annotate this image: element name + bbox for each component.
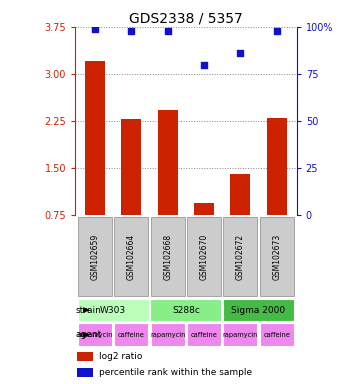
FancyBboxPatch shape bbox=[115, 217, 148, 296]
Text: GSM102673: GSM102673 bbox=[272, 233, 281, 280]
Text: GSM102659: GSM102659 bbox=[90, 233, 100, 280]
FancyBboxPatch shape bbox=[115, 323, 148, 346]
Point bbox=[165, 28, 170, 34]
FancyBboxPatch shape bbox=[187, 323, 221, 346]
Text: rapamycin: rapamycin bbox=[150, 332, 186, 338]
FancyBboxPatch shape bbox=[78, 323, 112, 346]
FancyBboxPatch shape bbox=[223, 217, 257, 296]
FancyBboxPatch shape bbox=[223, 323, 257, 346]
FancyBboxPatch shape bbox=[151, 217, 184, 296]
Bar bbox=[231, 174, 250, 215]
Text: rapamycin: rapamycin bbox=[223, 332, 258, 338]
Text: percentile rank within the sample: percentile rank within the sample bbox=[100, 368, 253, 377]
Text: rapamycin: rapamycin bbox=[77, 332, 113, 338]
Text: log2 ratio: log2 ratio bbox=[100, 352, 143, 361]
Text: GSM102668: GSM102668 bbox=[163, 233, 172, 280]
Text: strain: strain bbox=[75, 306, 101, 314]
FancyBboxPatch shape bbox=[151, 323, 184, 346]
Text: GSM102672: GSM102672 bbox=[236, 233, 245, 280]
Text: GSM102670: GSM102670 bbox=[199, 233, 208, 280]
FancyBboxPatch shape bbox=[187, 217, 221, 296]
Bar bbox=[158, 111, 178, 215]
FancyBboxPatch shape bbox=[78, 217, 112, 296]
Title: GDS2338 / 5357: GDS2338 / 5357 bbox=[129, 12, 243, 26]
Text: caffeine: caffeine bbox=[191, 332, 218, 338]
FancyBboxPatch shape bbox=[223, 299, 294, 321]
Bar bbox=[85, 61, 105, 215]
Text: caffeine: caffeine bbox=[263, 332, 290, 338]
Text: caffeine: caffeine bbox=[118, 332, 145, 338]
Point bbox=[92, 26, 98, 32]
Text: S288c: S288c bbox=[172, 306, 200, 314]
Point bbox=[238, 50, 243, 56]
Bar bbox=[121, 119, 141, 215]
Text: W303: W303 bbox=[100, 306, 126, 314]
FancyBboxPatch shape bbox=[260, 217, 294, 296]
Point bbox=[201, 61, 207, 68]
Bar bbox=[77, 352, 93, 361]
Bar bbox=[194, 203, 214, 215]
FancyBboxPatch shape bbox=[150, 299, 221, 321]
Text: GSM102664: GSM102664 bbox=[127, 233, 136, 280]
Text: Sigma 2000: Sigma 2000 bbox=[232, 306, 285, 314]
FancyBboxPatch shape bbox=[77, 299, 149, 321]
Bar bbox=[77, 367, 93, 377]
Bar bbox=[267, 118, 287, 215]
Point bbox=[129, 28, 134, 34]
Point bbox=[274, 28, 279, 34]
FancyBboxPatch shape bbox=[260, 323, 294, 346]
Text: agent: agent bbox=[75, 330, 102, 339]
